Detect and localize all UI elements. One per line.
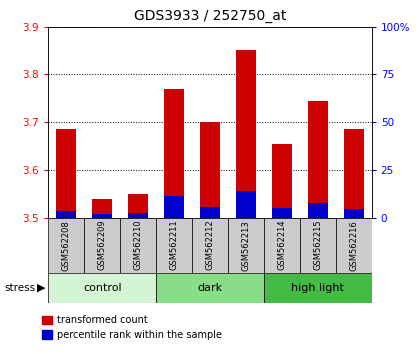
Bar (56, 211, 76, 218)
Bar (344, 129, 364, 218)
Text: GSM562211: GSM562211 (170, 220, 178, 270)
Text: GSM562215: GSM562215 (313, 220, 322, 270)
Bar (344, 209, 364, 218)
Bar (128, 194, 148, 218)
Bar (272, 144, 292, 218)
Bar (92, 199, 112, 218)
Legend: transformed count, percentile rank within the sample: transformed count, percentile rank withi… (39, 311, 226, 344)
Text: GSM562209: GSM562209 (98, 220, 107, 270)
Text: GSM562210: GSM562210 (134, 220, 143, 270)
Text: dark: dark (197, 282, 223, 293)
Text: high light: high light (291, 282, 344, 293)
Bar (264, 273, 372, 303)
Bar (92, 214, 112, 218)
Bar (48, 218, 84, 273)
Bar (336, 218, 372, 273)
Bar (308, 204, 328, 218)
Bar (236, 192, 256, 218)
Bar (164, 89, 184, 218)
Text: stress: stress (4, 282, 35, 293)
Bar (272, 208, 292, 218)
Bar (56, 129, 76, 218)
Text: control: control (83, 282, 121, 293)
Bar (84, 218, 120, 273)
Text: GDS3933 / 252750_at: GDS3933 / 252750_at (134, 9, 286, 23)
Text: ▶: ▶ (37, 282, 45, 293)
Bar (48, 273, 156, 303)
Text: GSM562208: GSM562208 (62, 220, 71, 270)
Text: GSM562216: GSM562216 (349, 220, 358, 270)
Bar (156, 218, 192, 273)
Bar (264, 218, 300, 273)
Text: GSM562214: GSM562214 (277, 220, 286, 270)
Bar (192, 218, 228, 273)
Bar (200, 207, 220, 218)
Bar (236, 50, 256, 218)
Bar (200, 122, 220, 218)
Text: GSM562212: GSM562212 (205, 220, 215, 270)
Bar (156, 273, 264, 303)
Bar (228, 218, 264, 273)
Text: GSM562213: GSM562213 (241, 220, 250, 270)
Bar (120, 218, 156, 273)
Bar (308, 101, 328, 218)
Bar (164, 196, 184, 218)
Bar (300, 218, 336, 273)
Bar (128, 213, 148, 218)
